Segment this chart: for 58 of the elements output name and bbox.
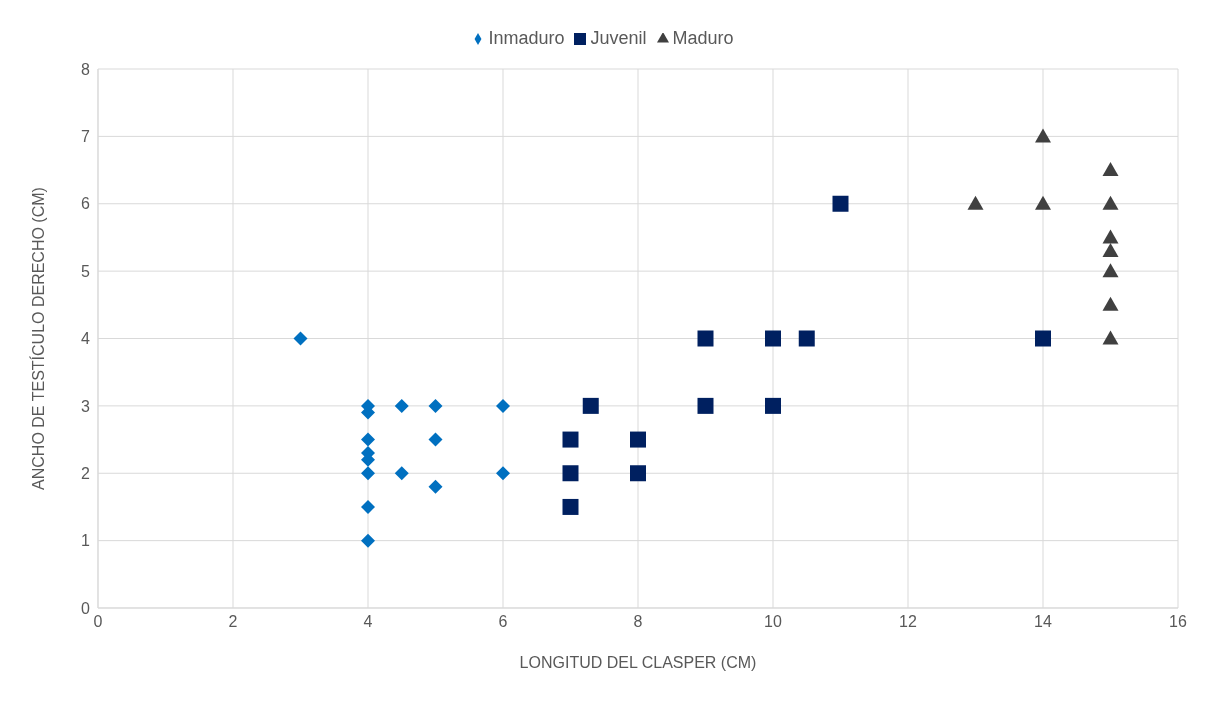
point — [1102, 229, 1119, 244]
point — [1035, 195, 1051, 210]
y-tick-label: 0 — [81, 599, 91, 617]
y-tick-label: 5 — [81, 262, 91, 280]
point — [1102, 195, 1119, 210]
y-tick-label: 6 — [81, 195, 91, 213]
point — [1035, 330, 1051, 347]
point — [562, 498, 579, 515]
y-tick-label: 4 — [81, 330, 91, 348]
point — [1102, 162, 1119, 177]
point — [361, 432, 375, 447]
legend-label: Maduro — [672, 28, 734, 48]
point — [697, 397, 714, 414]
point — [562, 465, 579, 482]
point — [1035, 128, 1051, 143]
legend-label: Inmaduro — [488, 28, 565, 48]
y-axis-title: ANCHO DE TESTÍCULO DERECHO (CM) — [28, 187, 47, 490]
y-tick-label: 2 — [81, 464, 91, 482]
point — [630, 465, 646, 482]
point — [582, 397, 599, 414]
x-axis-title: LONGITUD DEL CLASPER (CM) — [519, 654, 757, 671]
point — [798, 330, 815, 347]
point — [765, 330, 781, 347]
x-tick-label: 10 — [764, 613, 782, 631]
point — [361, 466, 375, 481]
point — [630, 431, 646, 448]
x-tick-label: 8 — [633, 613, 643, 631]
x-tick-label: 6 — [498, 613, 508, 631]
point — [496, 398, 510, 413]
x-tick-label: 4 — [363, 613, 373, 631]
x-tick-label: 12 — [899, 613, 917, 631]
point — [361, 499, 375, 514]
y-tick-label: 1 — [81, 532, 91, 550]
x-tick-label: 14 — [1034, 613, 1052, 631]
point — [293, 331, 308, 346]
point — [697, 330, 714, 347]
x-tick-label: 16 — [1169, 613, 1187, 631]
legend-label: Juvenil — [590, 28, 647, 48]
point — [1102, 263, 1119, 278]
point — [394, 466, 409, 481]
y-tick-label: 8 — [81, 60, 91, 78]
y-tick-label: 3 — [81, 397, 91, 415]
point — [361, 533, 375, 548]
point — [765, 397, 781, 414]
point — [496, 466, 510, 481]
x-tick-label: 2 — [228, 613, 238, 631]
point — [428, 479, 443, 494]
point — [1102, 330, 1119, 345]
point — [967, 195, 984, 210]
y-tick-label: 7 — [81, 128, 91, 146]
point — [394, 398, 409, 413]
point — [832, 195, 849, 212]
point — [562, 431, 579, 448]
point — [1102, 296, 1119, 311]
point — [428, 398, 443, 413]
point — [428, 432, 443, 447]
x-tick-label: 0 — [93, 613, 103, 631]
point — [1102, 242, 1119, 257]
